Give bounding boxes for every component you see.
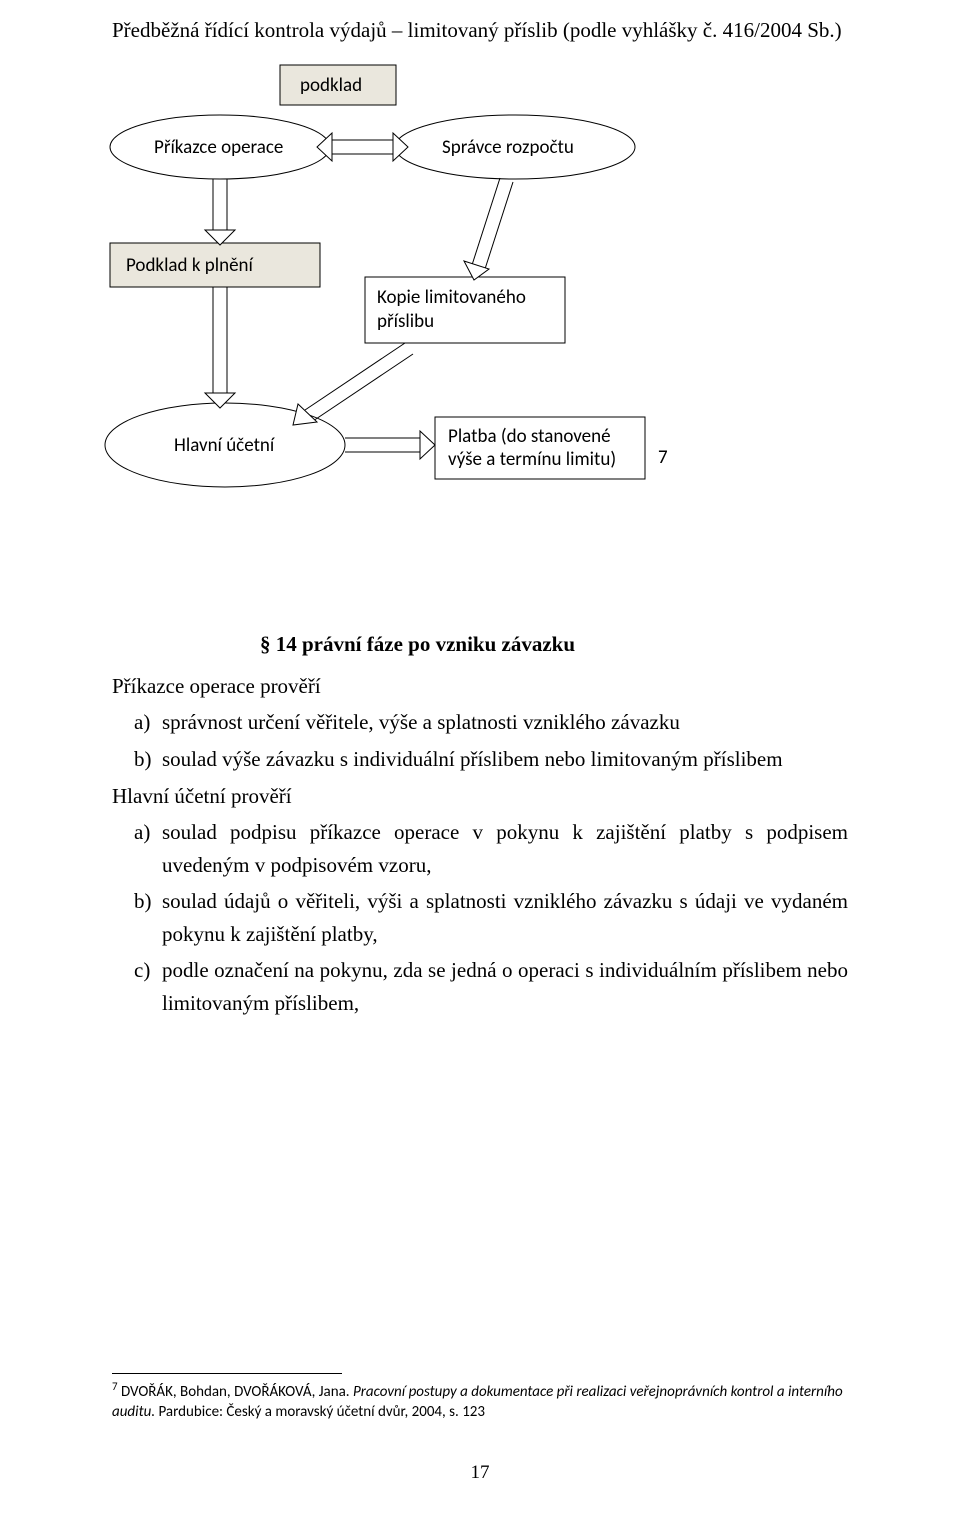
- node-spravce-label: Správce rozpočtu: [442, 136, 574, 159]
- list-content: soulad podpisu příkazce operace v pokynu…: [162, 816, 848, 881]
- node-platba-label-2: výše a termínu limitu): [448, 448, 616, 471]
- connector-kopie-hlavni: [293, 343, 413, 425]
- para-hlavni: Hlavní účetní prověří: [112, 780, 848, 813]
- node-podklad-plneni-label: Podklad k plnění: [126, 254, 255, 277]
- list-item: b) soulad údajů o věřiteli, výši a splat…: [112, 885, 848, 950]
- node-kopie-label-1: Kopie limitovaného: [377, 286, 526, 309]
- node-hlavni-label: Hlavní účetní: [174, 434, 276, 457]
- footnote-tail: Pardubice: Český a moravský účetní dvůr,…: [155, 1403, 485, 1421]
- section-heading: § 14 právní fáze po vzniku závazku: [260, 632, 575, 657]
- page-number: 17: [0, 1462, 960, 1484]
- page-title: Předběžná řídící kontrola výdajů – limit…: [112, 18, 842, 43]
- footnote-ref-7: 7: [658, 446, 668, 469]
- list-content: správnost určení věřitele, výše a splatn…: [162, 706, 848, 739]
- list-item: a) správnost určení věřitele, výše a spl…: [112, 706, 848, 739]
- connector-podklad-hlavni: [205, 287, 235, 408]
- node-podklad-label: podklad: [300, 74, 362, 97]
- node-kopie-label-2: příslibu: [377, 310, 434, 333]
- list-marker: a): [112, 706, 162, 739]
- list-hlavni: a) soulad podpisu příkazce operace v pok…: [112, 816, 848, 1023]
- list-content: podle označení na pokynu, zda se jedná o…: [162, 954, 848, 1019]
- footnote-author: DVOŘÁK, Bohdan, DVOŘÁKOVÁ, Jana.: [121, 1383, 350, 1401]
- list-item: a) soulad podpisu příkazce operace v pok…: [112, 816, 848, 881]
- connector-spravce-kopie: [464, 178, 513, 280]
- list-content: soulad údajů o věřiteli, výši a splatnos…: [162, 885, 848, 950]
- list-item: c) podle označení na pokynu, zda se jedn…: [112, 954, 848, 1019]
- connector-double-arrow: [317, 133, 408, 161]
- list-marker: c): [112, 954, 162, 1019]
- footnote-7: 7 DVOŘÁK, Bohdan, DVOŘÁKOVÁ, Jana. Praco…: [112, 1380, 848, 1423]
- list-item: b) soulad výše závazku s individuální př…: [112, 743, 848, 776]
- footnote-num: 7: [112, 1380, 118, 1393]
- connector-prikazce-down: [205, 179, 235, 245]
- footnote-rule: [112, 1373, 342, 1374]
- flow-diagram: podklad Příkazce operace Správce rozpočt…: [70, 55, 900, 595]
- list-marker: b): [112, 743, 162, 776]
- list-marker: b): [112, 885, 162, 950]
- connector-hlavni-platba: [345, 431, 435, 459]
- para-prikazce: Příkazce operace prověří: [112, 670, 848, 703]
- node-prikazce-label: Příkazce operace: [154, 136, 283, 159]
- node-platba-label-1: Platba (do stanovené: [448, 425, 611, 448]
- list-marker: a): [112, 816, 162, 881]
- list-prikazce: a) správnost určení věřitele, výše a spl…: [112, 706, 848, 779]
- list-content: soulad výše závazku s individuální přísl…: [162, 743, 848, 776]
